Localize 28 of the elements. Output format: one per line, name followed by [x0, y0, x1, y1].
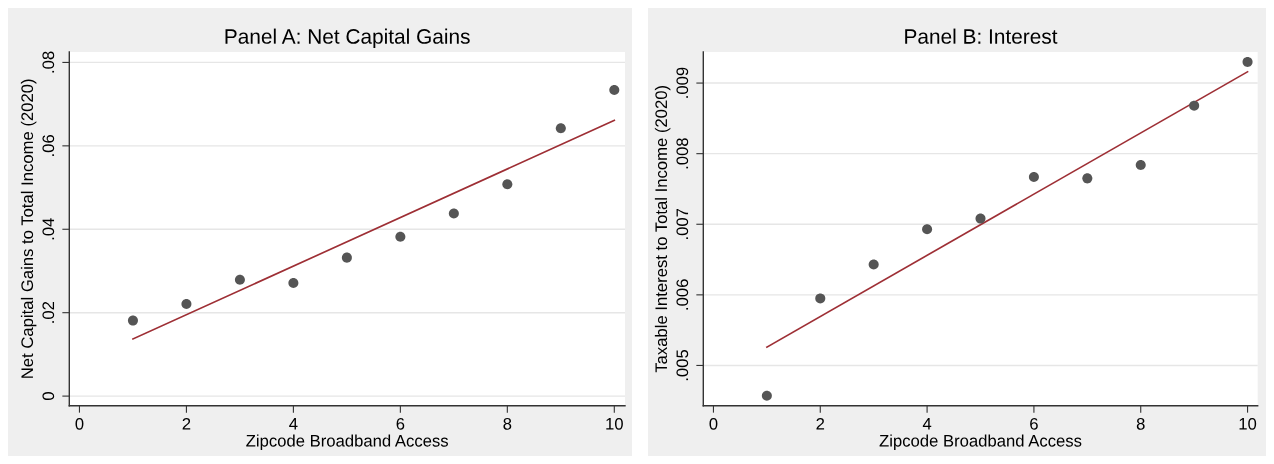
x-tick-label: 8: [1136, 417, 1145, 430]
x-tick-label: 2: [816, 417, 825, 430]
y-tick-label: .006: [676, 279, 689, 310]
x-tick-label: 6: [396, 417, 405, 430]
y-axis-title: Taxable Interest to Total Income (2020): [654, 85, 671, 373]
y-tick-label: .007: [676, 208, 689, 239]
x-axis-title: Zipcode Broadband Access: [246, 434, 449, 450]
x-tick-label: 10: [606, 417, 623, 430]
y-tick-label: .02: [42, 301, 55, 323]
x-tick-label: 10: [1239, 417, 1257, 430]
y-tick-label: .04: [42, 218, 55, 240]
x-tick-label: 4: [922, 418, 932, 430]
x-tick-label: 8: [503, 417, 512, 430]
y-tick-label: 0: [42, 392, 55, 401]
y-tick-label: .08: [42, 51, 55, 73]
x-tick-label: 0: [75, 417, 84, 430]
x-tick-label: 0: [709, 417, 718, 430]
x-axis-title: Zipcode Broadband Access: [879, 434, 1082, 450]
y-tick-label: .008: [676, 138, 689, 169]
x-tick-label: 2: [182, 417, 191, 430]
y-tick-label: .005: [676, 349, 689, 381]
y-tick-label: .009: [676, 67, 689, 98]
y-tick-label: .06: [42, 134, 55, 156]
x-tick-label: 4: [289, 418, 298, 430]
chart-title: Panel A: Net Capital Gains: [225, 28, 470, 48]
chart-title: Panel B: Interest: [905, 28, 1058, 44]
x-tick-label: 6: [1030, 417, 1038, 430]
y-axis-title: Net Capital Gains to Total Income (2020): [20, 79, 37, 378]
